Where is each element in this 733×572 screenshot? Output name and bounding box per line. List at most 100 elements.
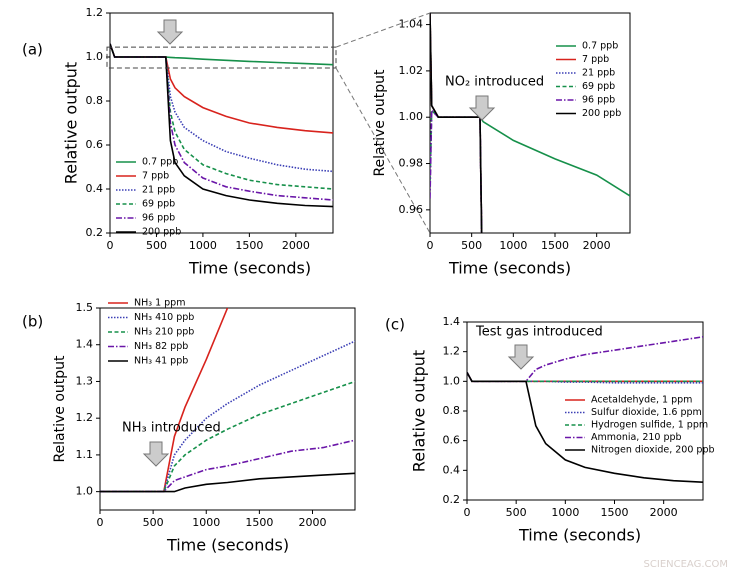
y-tick-label: 1.0 <box>86 50 104 63</box>
zoom-box <box>106 46 337 69</box>
data-line <box>100 439 355 493</box>
x-tick-label: 500 <box>146 239 167 252</box>
legend-label: 7 ppb <box>142 171 169 182</box>
annotation: Test gas introduced <box>475 325 603 340</box>
data-line <box>467 336 703 383</box>
x-tick-label: 1500 <box>541 239 569 252</box>
y-axis-label: Relative output <box>372 69 388 177</box>
legend-label: 0.7 ppb <box>142 157 178 168</box>
legend-label: NH₃ 41 ppb <box>134 356 188 367</box>
legend-label: NH₃ 410 ppb <box>134 312 194 323</box>
legend-label: 96 ppb <box>582 95 615 106</box>
data-line <box>110 43 333 208</box>
legend-label: 69 ppb <box>142 199 175 210</box>
x-tick-label: 500 <box>461 239 482 252</box>
legend-label: 200 ppb <box>142 227 181 238</box>
x-axis-label: Time (seconds) <box>448 259 571 278</box>
legend-label: Acetaldehyde, 1 ppm <box>591 395 692 406</box>
y-tick-label: 1.2 <box>86 6 104 19</box>
y-tick-label: 1.2 <box>443 345 461 358</box>
x-tick-label: 2000 <box>282 239 310 252</box>
y-tick-label: 1.0 <box>443 374 461 387</box>
y-tick-label: 1.4 <box>76 338 94 351</box>
y-tick-label: 1.3 <box>76 374 94 387</box>
arrow <box>468 95 496 121</box>
x-axis-label: Time (seconds) <box>518 526 641 545</box>
x-tick-label: 2000 <box>299 516 327 529</box>
data-line <box>430 108 483 233</box>
data-line <box>100 340 355 493</box>
legend-label: Sulfur dioxide, 1.6 ppm <box>591 407 702 418</box>
x-tick-label: 0 <box>107 239 114 252</box>
panel-label: (a) <box>22 41 43 59</box>
y-axis-label: Relative output <box>52 355 68 463</box>
annotation: NH₃ introduced <box>122 421 221 436</box>
y-tick-label: 1.0 <box>76 485 94 498</box>
panel-label: (b) <box>22 313 43 331</box>
x-tick-label: 1000 <box>499 239 527 252</box>
watermark: SCIENCEAG.COM <box>644 559 728 570</box>
y-tick-label: 0.98 <box>399 157 424 170</box>
legend-label: 69 ppb <box>582 81 615 92</box>
y-tick-label: 1.5 <box>76 301 94 314</box>
arrow <box>142 441 170 467</box>
legend-label: NH₃ 210 ppb <box>134 327 194 338</box>
legend-label: Hydrogen sulfide, 1 ppm <box>591 420 708 431</box>
zoom-link <box>335 12 431 48</box>
data-line <box>430 13 483 233</box>
legend-label: 21 ppb <box>582 68 615 79</box>
y-tick-label: 0.6 <box>443 434 461 447</box>
legend-label: 21 ppb <box>142 185 175 196</box>
data-line <box>430 13 483 233</box>
legend-label: 7 ppb <box>582 54 609 65</box>
legend-label: Ammonia, 210 ppb <box>591 432 682 443</box>
x-tick-label: 1000 <box>189 239 217 252</box>
data-line <box>100 472 355 493</box>
y-tick-label: 1.2 <box>76 411 94 424</box>
legend-label: NH₃ 82 ppb <box>134 341 188 352</box>
data-line <box>467 372 703 383</box>
legend-label: 200 ppb <box>582 108 621 119</box>
y-axis-label: Relative output <box>62 62 81 184</box>
y-tick-label: 0.2 <box>86 226 104 239</box>
y-tick-label: 1.00 <box>399 110 424 123</box>
x-axis-label: Time (seconds) <box>166 536 289 555</box>
plot-frame <box>109 12 334 234</box>
y-axis-label: Relative output <box>410 350 429 472</box>
data-line <box>467 372 703 383</box>
x-tick-label: 0 <box>97 516 104 529</box>
x-tick-label: 500 <box>143 516 164 529</box>
y-tick-label: 0.8 <box>86 94 104 107</box>
x-tick-label: 1500 <box>235 239 263 252</box>
y-tick-label: 1.04 <box>399 18 424 31</box>
plot-frame <box>99 307 356 511</box>
arrow <box>156 19 184 45</box>
data-line <box>430 13 483 233</box>
x-tick-label: 2000 <box>650 506 678 519</box>
x-tick-label: 0 <box>427 239 434 252</box>
x-axis-label: Time (seconds) <box>188 259 311 278</box>
panel-label: (c) <box>385 316 405 334</box>
y-tick-label: 0.96 <box>399 203 424 216</box>
legend-label: 96 ppb <box>142 213 175 224</box>
x-tick-label: 500 <box>506 506 527 519</box>
x-tick-label: 1500 <box>245 516 273 529</box>
annotation: NO₂ introduced <box>445 75 544 90</box>
data-line <box>430 108 483 233</box>
legend-label: 0.7 ppb <box>582 41 618 52</box>
legend-label: NH₃ 1 ppm <box>134 298 185 309</box>
y-tick-label: 0.4 <box>443 463 461 476</box>
legend-label: Nitrogen dioxide, 200 ppb <box>591 445 715 456</box>
y-tick-label: 1.1 <box>76 448 94 461</box>
y-tick-label: 0.2 <box>443 493 461 506</box>
x-tick-label: 1000 <box>551 506 579 519</box>
y-tick-label: 0.8 <box>443 404 461 417</box>
y-tick-label: 0.4 <box>86 182 104 195</box>
data-line <box>467 372 703 483</box>
y-tick-label: 1.02 <box>399 64 424 77</box>
arrow <box>507 344 535 370</box>
x-tick-label: 2000 <box>583 239 611 252</box>
data-line <box>110 43 333 190</box>
y-tick-label: 1.4 <box>443 315 461 328</box>
